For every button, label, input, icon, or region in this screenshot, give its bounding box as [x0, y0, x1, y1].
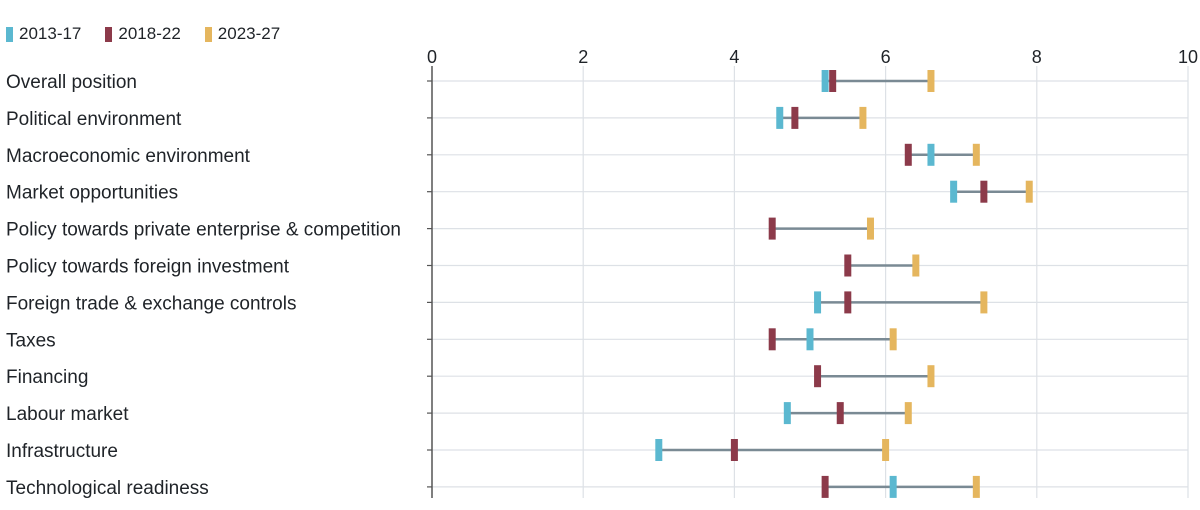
category-label: Financing — [6, 367, 88, 388]
marker-2023-27 — [927, 365, 935, 388]
marker-2018-22 — [730, 439, 738, 461]
marker-2023-27 — [866, 217, 874, 240]
marker-2018-22 — [904, 143, 912, 166]
marker-2023-27 — [927, 70, 935, 92]
marker-2013-17 — [806, 328, 814, 351]
marker-2013-17 — [655, 439, 663, 461]
category-label: Macroeconomic environment — [6, 146, 251, 167]
marker-2013-17 — [783, 402, 791, 425]
marker-2018-22 — [844, 254, 852, 277]
marker-2013-17 — [814, 291, 822, 314]
legend-swatch-2013-17 — [6, 26, 13, 42]
marker-2018-22 — [791, 106, 799, 129]
legend-item-2018-22: 2018-22 — [105, 24, 181, 44]
marker-2018-22 — [836, 402, 844, 425]
marker-2018-22 — [814, 365, 822, 388]
category-label: Infrastructure — [6, 441, 118, 462]
legend-item-2023-27: 2023-27 — [204, 24, 281, 44]
legend-swatch-2023-27 — [204, 26, 212, 42]
marker-2018-22 — [821, 475, 829, 498]
category-label: Market opportunities — [6, 183, 178, 204]
category-label: Foreign trade & exchange controls — [6, 293, 296, 314]
tick-label: 6 — [881, 47, 891, 67]
tick-label: 0 — [427, 47, 437, 67]
marker-2013-17 — [776, 106, 784, 129]
category-label: Political environment — [6, 109, 182, 130]
marker-2013-17 — [927, 143, 935, 166]
marker-2023-27 — [1025, 180, 1033, 203]
tick-label: 4 — [729, 47, 739, 67]
category-label: Labour market — [6, 404, 129, 425]
marker-2013-17 — [950, 180, 958, 203]
marker-2023-27 — [882, 439, 890, 461]
marker-2018-22 — [768, 217, 776, 240]
marker-2023-27 — [904, 402, 912, 425]
legend-swatch-2018-22 — [105, 26, 113, 42]
legend-label-2013-17: 2013-17 — [19, 24, 82, 43]
marker-2018-22 — [980, 180, 988, 203]
marker-2023-27 — [972, 475, 980, 498]
marker-2023-27 — [972, 143, 980, 166]
category-label: Overall position — [6, 72, 137, 93]
marker-2018-22 — [768, 328, 776, 351]
marker-2023-27 — [859, 106, 867, 129]
legend: 2013-17 2018-22 2023-27 — [6, 24, 280, 44]
marker-2023-27 — [889, 328, 897, 351]
tick-label: 8 — [1032, 47, 1042, 67]
marker-2023-27 — [912, 254, 920, 277]
marker-2018-22 — [844, 291, 852, 314]
tick-label: 2 — [578, 47, 588, 67]
category-label: Technological readiness — [6, 478, 209, 499]
marker-2018-22 — [829, 70, 837, 92]
marker-2023-27 — [980, 291, 988, 314]
category-label: Policy towards foreign investment — [6, 257, 290, 278]
legend-item-2013-17: 2013-17 — [6, 24, 81, 44]
legend-label-2023-27: 2023-27 — [217, 24, 281, 43]
category-label: Taxes — [6, 330, 56, 351]
marker-2013-17 — [889, 475, 897, 498]
legend-label-2018-22: 2018-22 — [118, 24, 181, 43]
category-label: Policy towards private enterprise & comp… — [6, 220, 401, 241]
marker-2013-17 — [821, 70, 829, 92]
tick-label: 10 — [1178, 47, 1198, 67]
